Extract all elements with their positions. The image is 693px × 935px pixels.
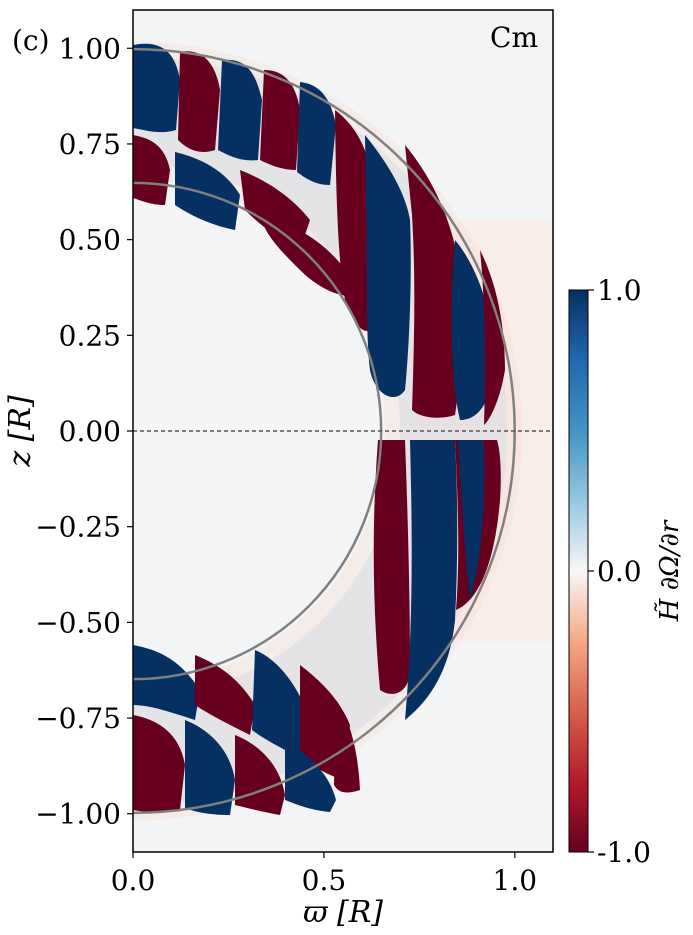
heatmap-patch: [405, 145, 461, 418]
heatmap-patch: [480, 250, 505, 425]
annotation-cm: Cm: [490, 21, 538, 54]
y-tick-label: −0.75: [35, 702, 121, 735]
y-tick-label: −0.50: [35, 606, 121, 639]
heatmap-patch: [178, 51, 220, 152]
heatmap-patch: [458, 440, 485, 600]
heatmap-patch: [335, 110, 372, 331]
y-axis-ticks: 1.00 0.75 0.50 0.25 0.00 −0.25 −0.50 −0.75 −1.00: [35, 32, 133, 831]
heatmap-patch: [133, 645, 200, 720]
colorbar-tick-label: 1.0: [597, 274, 642, 307]
y-tick-label: 0.25: [59, 319, 121, 352]
heatmap-patch: [133, 43, 180, 133]
y-tick-label: 0.00: [59, 415, 121, 448]
heatmap-patch: [185, 720, 235, 815]
heatmap-patch: [297, 82, 336, 185]
y-tick-label: 1.00: [59, 32, 121, 65]
colorbar-label: H̃ ∂Ω/∂r: [654, 519, 685, 622]
heatmap-patch: [252, 650, 310, 760]
panel-label: (c): [12, 24, 50, 57]
colorbar: 1.0 0.0 -1.0 H̃ ∂Ω/∂r: [568, 274, 685, 869]
colorbar-ticks: 1.0 0.0 -1.0: [588, 274, 651, 869]
x-tick-label: 0.5: [302, 864, 347, 897]
heatmap-patch: [365, 135, 411, 398]
heatmap-patch: [451, 240, 495, 420]
heatmap-patch: [195, 655, 255, 735]
y-tick-label: −1.00: [35, 798, 121, 831]
heatmap-patch: [133, 715, 185, 813]
heatmap-patch: [373, 440, 410, 694]
x-tick-label: 1.0: [493, 864, 538, 897]
heatmap-patch: [260, 70, 300, 170]
colorbar-tick-label: -1.0: [597, 836, 651, 869]
heatmap-field: [133, 41, 553, 821]
y-tick-label: 0.50: [59, 224, 121, 257]
y-tick-label: 0.75: [59, 128, 121, 161]
heatmap-patch: [175, 152, 240, 230]
colorbar-tick-label: 0.0: [597, 555, 642, 588]
y-tick-label: −0.25: [35, 511, 121, 544]
heatmap-patch: [285, 740, 336, 812]
guide-lines: [133, 47, 553, 815]
y-axis-label: z [R]: [3, 395, 38, 468]
x-tick-label: 0.0: [111, 864, 156, 897]
heatmap-patch: [218, 59, 262, 161]
x-axis-label: ϖ [R]: [303, 895, 383, 930]
colorbar-gradient: [568, 289, 589, 853]
heatmap-patch: [133, 135, 170, 205]
heatmap-plot: 0.0 0.5 1.0 1.00 0.75 0.50 0.25 0.00 −0.25 −0.50…: [35, 9, 554, 897]
heatmap-patch: [405, 440, 458, 720]
x-axis-ticks: 0.0 0.5 1.0: [111, 852, 537, 897]
